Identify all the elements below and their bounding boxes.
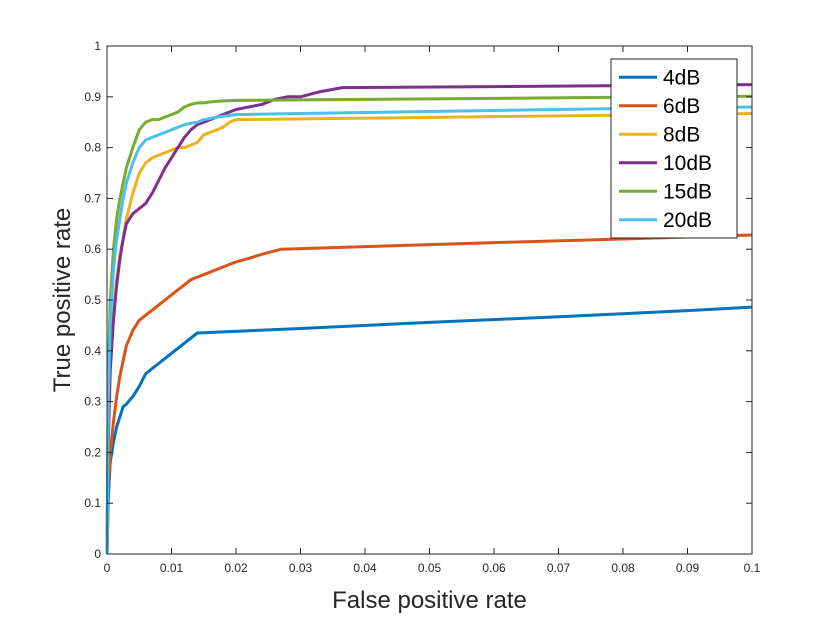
y-tick-label: 0.3 bbox=[84, 395, 101, 409]
x-ticks: 0 0.01 0.02 0.03 0.04 0.05 0.06 0.07 0.08 0.09 0.1 bbox=[104, 46, 761, 575]
y-tick-label: 0 bbox=[94, 547, 101, 561]
x-tick-label: 0.04 bbox=[353, 561, 377, 575]
x-tick-label: 0.06 bbox=[482, 561, 506, 575]
x-axis-title: False positive rate bbox=[332, 587, 527, 614]
y-axis-title: True positive rate bbox=[49, 208, 76, 393]
y-tick-label: 1 bbox=[94, 39, 101, 53]
y-ticks: 0 0.1 0.2 0.3 0.4 0.5 0.6 0.7 0.8 0.9 1 bbox=[84, 39, 752, 561]
y-tick-label: 0.6 bbox=[84, 242, 101, 256]
legend-label-4dB: 4dB bbox=[663, 66, 700, 89]
y-tick-label: 0.9 bbox=[84, 90, 101, 104]
x-tick-label: 0.03 bbox=[289, 561, 313, 575]
x-tick-label: 0.1 bbox=[744, 561, 761, 575]
y-tick-label: 0.1 bbox=[84, 496, 101, 510]
legend-label-8dB: 8dB bbox=[663, 123, 700, 146]
x-tick-label: 0.09 bbox=[676, 561, 700, 575]
series-layer bbox=[105, 83, 753, 555]
legend-label-20dB: 20dB bbox=[663, 209, 712, 232]
legend-label-6dB: 6dB bbox=[663, 95, 700, 118]
y-tick-label: 0.2 bbox=[84, 445, 101, 459]
series-line-10dB bbox=[105, 83, 753, 555]
series-line-4dB bbox=[105, 305, 753, 555]
series-line-15dB bbox=[105, 94, 753, 555]
series-line-20dB bbox=[105, 105, 753, 555]
legend-box bbox=[610, 58, 738, 239]
legend-label-10dB: 10dB bbox=[663, 152, 712, 175]
y-tick-label: 0.8 bbox=[84, 141, 101, 155]
x-tick-label: 0 bbox=[104, 561, 111, 575]
x-tick-label: 0.08 bbox=[611, 561, 635, 575]
x-tick-label: 0.01 bbox=[160, 561, 184, 575]
y-tick-label: 0.5 bbox=[84, 293, 101, 307]
y-tick-label: 0.4 bbox=[84, 344, 101, 358]
series-line-6dB bbox=[105, 233, 753, 555]
x-tick-label: 0.07 bbox=[547, 561, 571, 575]
legend: 4dB 6dB 8dB 10dB 15dB 20dB bbox=[610, 58, 738, 239]
x-tick-label: 0.05 bbox=[418, 561, 442, 575]
y-tick-label: 0.7 bbox=[84, 191, 101, 205]
x-tick-label: 0.02 bbox=[224, 561, 248, 575]
legend-label-15dB: 15dB bbox=[663, 180, 712, 203]
